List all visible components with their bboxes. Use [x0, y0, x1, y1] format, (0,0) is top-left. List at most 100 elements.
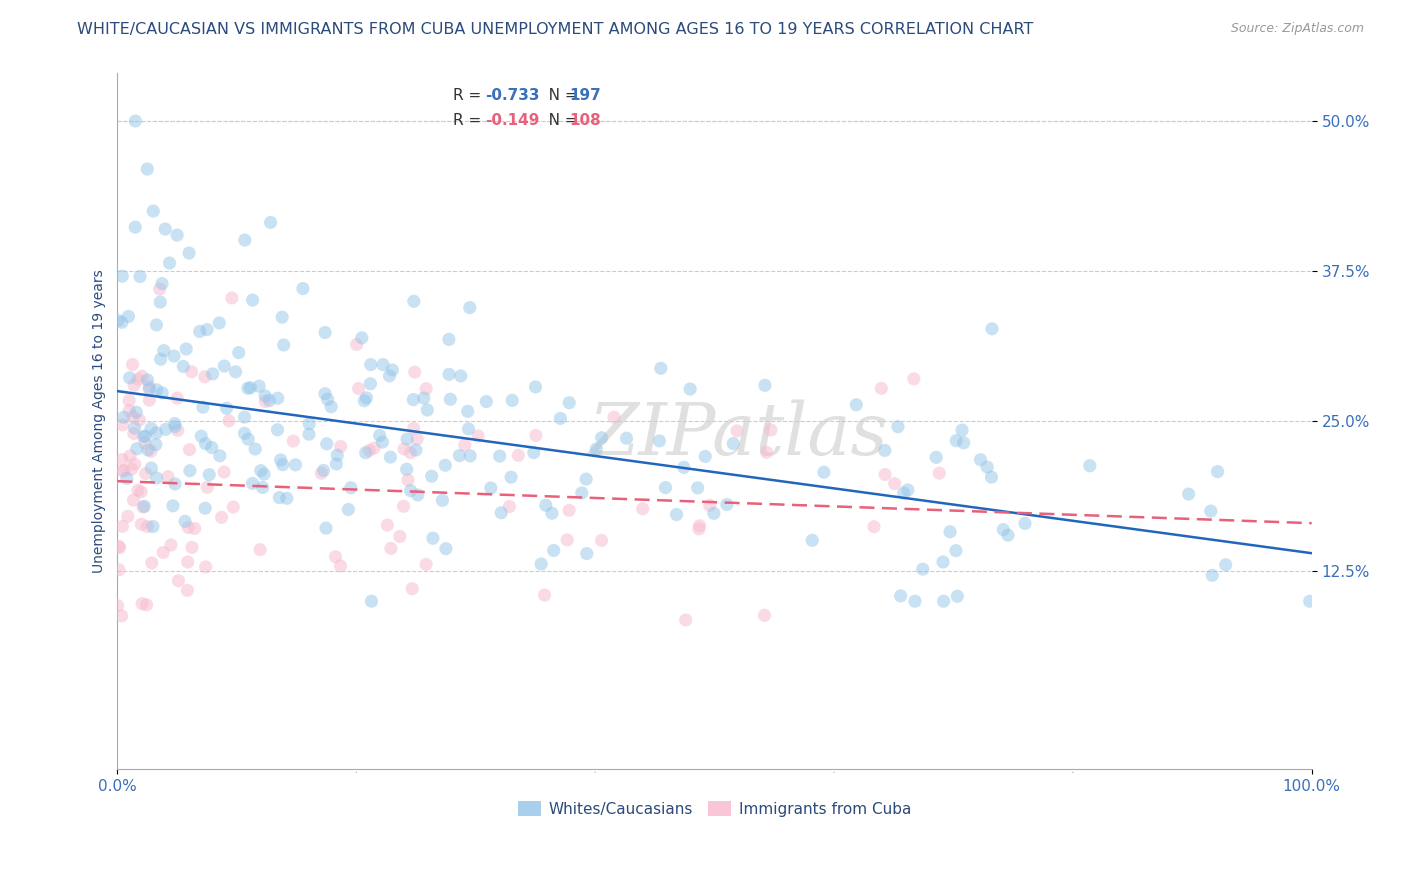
Point — [371, 435, 394, 450]
Point — [156, 469, 179, 483]
Point — [976, 460, 998, 475]
Point — [111, 519, 134, 533]
Point — [904, 594, 927, 608]
Point — [415, 382, 437, 396]
Point — [108, 541, 131, 555]
Point — [375, 518, 398, 533]
Point — [214, 359, 236, 373]
Point — [501, 393, 523, 408]
Point — [489, 506, 512, 520]
Point — [128, 413, 150, 427]
Point — [221, 291, 243, 305]
Point — [135, 598, 157, 612]
Point — [253, 467, 276, 482]
Point — [315, 521, 337, 535]
Point — [108, 563, 131, 577]
Point — [121, 358, 143, 372]
Point — [124, 421, 146, 435]
Point — [723, 436, 745, 450]
Point — [125, 405, 148, 419]
Point — [118, 393, 141, 408]
Point — [314, 386, 336, 401]
Point — [863, 519, 886, 533]
Point — [233, 233, 256, 247]
Point — [124, 114, 146, 128]
Point — [183, 521, 205, 535]
Point — [167, 574, 190, 588]
Point — [134, 500, 156, 514]
Point — [392, 500, 415, 514]
Point — [191, 400, 214, 414]
Point — [939, 524, 962, 539]
Point — [198, 467, 221, 482]
Point — [585, 442, 607, 456]
Point — [273, 338, 295, 352]
Point — [420, 469, 443, 483]
Point — [181, 541, 204, 555]
Point — [755, 445, 778, 459]
Point — [346, 337, 368, 351]
Point — [875, 467, 897, 482]
Point — [412, 391, 434, 405]
Text: R =: R = — [453, 113, 486, 128]
Point — [1199, 504, 1222, 518]
Point — [136, 373, 159, 387]
Point — [112, 410, 135, 425]
Point — [195, 480, 218, 494]
Point — [392, 442, 415, 456]
Point — [665, 508, 688, 522]
Point — [166, 391, 188, 405]
Point — [380, 541, 402, 556]
Point — [122, 409, 145, 424]
Point — [266, 423, 288, 437]
Point — [179, 442, 201, 457]
Point — [172, 359, 194, 374]
Point — [267, 391, 290, 405]
Point — [945, 543, 967, 558]
Point — [111, 269, 134, 284]
Point — [1206, 465, 1229, 479]
Point — [467, 429, 489, 443]
Point — [166, 423, 188, 437]
Point — [254, 389, 277, 403]
Point — [152, 343, 174, 358]
Point — [180, 365, 202, 379]
Point — [111, 315, 134, 329]
Point — [177, 520, 200, 534]
Point — [222, 500, 245, 514]
Point — [356, 391, 378, 405]
Point — [575, 547, 598, 561]
Point — [980, 470, 1002, 484]
Point — [1201, 568, 1223, 582]
Point — [368, 428, 391, 442]
Point — [125, 442, 148, 456]
Point — [138, 393, 160, 408]
Point — [813, 465, 835, 479]
Point — [873, 443, 896, 458]
Point — [314, 326, 336, 340]
Point — [399, 446, 422, 460]
Point — [117, 509, 139, 524]
Text: -0.149: -0.149 — [485, 113, 540, 128]
Point — [141, 461, 163, 475]
Point — [174, 342, 197, 356]
Point — [404, 365, 426, 379]
Point — [163, 477, 186, 491]
Point — [952, 435, 974, 450]
Point — [887, 419, 910, 434]
Point — [699, 498, 721, 512]
Point — [122, 378, 145, 392]
Point — [249, 542, 271, 557]
Point — [325, 457, 347, 471]
Point — [111, 452, 134, 467]
Point — [236, 381, 259, 395]
Point — [695, 450, 717, 464]
Point — [458, 449, 481, 463]
Text: N =: N = — [534, 113, 582, 128]
Point — [247, 379, 270, 393]
Point — [353, 393, 375, 408]
Point — [932, 555, 955, 569]
Point — [363, 441, 385, 455]
Point — [132, 500, 155, 515]
Point — [439, 392, 461, 407]
